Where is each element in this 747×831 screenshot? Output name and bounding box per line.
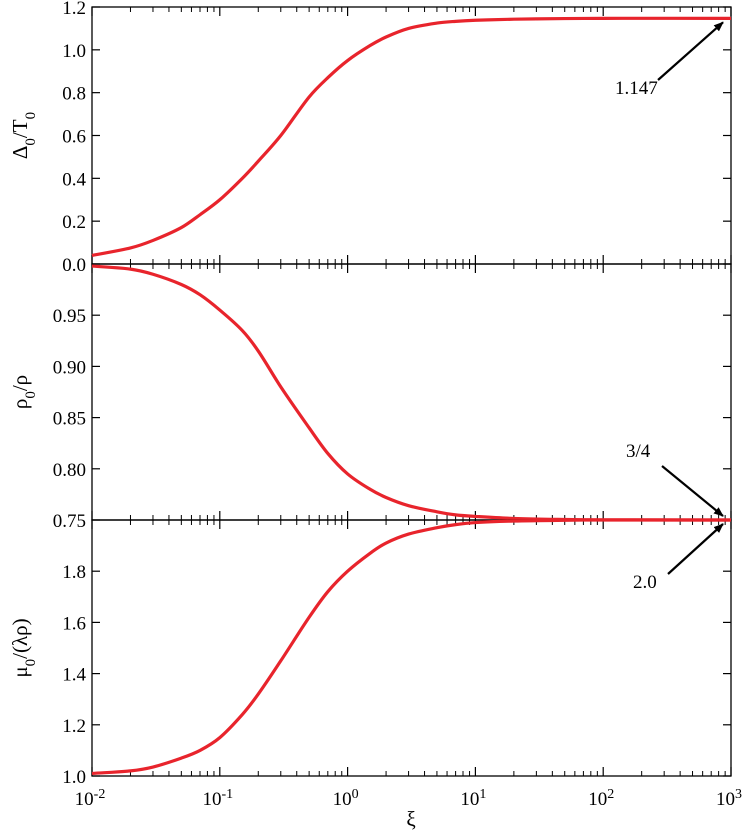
- y-tick-label: 0.75: [53, 511, 86, 532]
- panel-frame: [91, 6, 732, 265]
- y-axis-label-rest: /ρ: [8, 375, 32, 391]
- x-tick-label: 10-1: [202, 787, 233, 811]
- panel-3: 1.0 1.2 1.4 1.6 1.8 μ0/(λρ) 2.0: [8, 518, 732, 788]
- annotation-label: 1.147: [615, 78, 658, 99]
- y-tick-label: 0.95: [53, 306, 86, 327]
- series-line: [91, 518, 732, 776]
- annotation-arrow: [657, 21, 724, 81]
- y-axis-label-main: Δ: [8, 146, 32, 160]
- y-axis-label-rest: /(λρ): [8, 618, 32, 658]
- y-tick-label: 1.4: [62, 665, 86, 686]
- series-line: [91, 264, 732, 522]
- y-axis-label-sub: 0: [23, 138, 39, 146]
- annotation-arrow: [667, 523, 724, 575]
- panel-frame: [91, 519, 732, 777]
- y-axis-label-sub2: 0: [23, 112, 39, 120]
- panel-2: 0.75 0.80 0.85 0.90 0.95 ρ0/ρ 3/4: [8, 263, 732, 532]
- y-tick-label: 0.85: [53, 409, 86, 430]
- y-tick-label: 0.8: [62, 84, 86, 105]
- x-tick-label: 10-2: [75, 787, 106, 811]
- annotation-label: 2.0: [633, 572, 657, 593]
- series-line: [91, 16, 732, 258]
- y-axis-label-sub: 0: [23, 659, 39, 667]
- y-tick-label: 1.0: [62, 767, 86, 788]
- y-tick-label: 1.0: [62, 41, 86, 62]
- y-tick-label: 0.80: [53, 460, 86, 481]
- y-axis-label: Δ0/T0: [8, 112, 39, 159]
- y-tick-label: 1.8: [62, 562, 86, 583]
- panel-frame: [91, 263, 732, 521]
- panel-1: 0.00.20.40.60.81.01.2Δ0/T01.147: [8, 0, 732, 276]
- y-axis-label-main: ρ: [8, 399, 32, 409]
- annotation-arrow: [661, 465, 724, 517]
- y-tick-label: 0.90: [53, 357, 86, 378]
- y-tick-label: 0.2: [62, 212, 86, 233]
- y-tick-label: 0.0: [62, 255, 86, 276]
- y-axis-label: μ0/(λρ): [8, 618, 39, 677]
- x-axis: 10-2 10-1 100 101 102 103 ξ: [75, 787, 742, 831]
- x-axis-label: ξ: [406, 807, 415, 831]
- y-tick-label: 0.4: [62, 169, 86, 190]
- y-tick-label: 1.2: [62, 716, 86, 737]
- y-tick-label: 1.6: [62, 613, 86, 634]
- y-axis-label-sub: 0: [23, 391, 39, 399]
- y-axis-label-rest: /T: [8, 119, 32, 138]
- y-tick-label: 1.2: [62, 0, 86, 19]
- y-axis-label-main: μ: [8, 666, 32, 677]
- x-tick-label: 102: [588, 787, 614, 811]
- x-tick-label: 103: [716, 787, 742, 811]
- annotation-label: 3/4: [626, 441, 651, 462]
- x-tick-label: 100: [333, 787, 359, 811]
- x-tick-label: 101: [460, 787, 486, 811]
- y-tick-label: 0.6: [62, 127, 86, 148]
- y-axis-label: ρ0/ρ: [8, 375, 39, 409]
